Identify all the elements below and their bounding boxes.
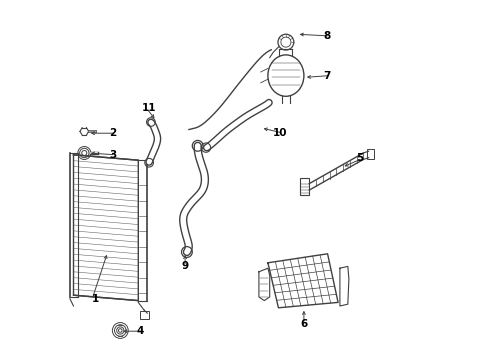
Text: 11: 11 bbox=[142, 103, 156, 113]
Text: 8: 8 bbox=[323, 31, 330, 41]
Text: 6: 6 bbox=[300, 319, 307, 329]
Text: 4: 4 bbox=[136, 326, 143, 336]
Text: 1: 1 bbox=[91, 294, 99, 304]
Bar bbox=[140, 311, 149, 319]
Text: 2: 2 bbox=[109, 128, 117, 138]
Text: 5: 5 bbox=[355, 153, 363, 163]
Bar bbox=[366, 149, 373, 159]
Text: 7: 7 bbox=[323, 71, 330, 81]
Text: 3: 3 bbox=[109, 150, 117, 160]
Text: 10: 10 bbox=[273, 128, 287, 138]
Text: 9: 9 bbox=[181, 261, 188, 271]
Bar bbox=[300, 178, 309, 195]
